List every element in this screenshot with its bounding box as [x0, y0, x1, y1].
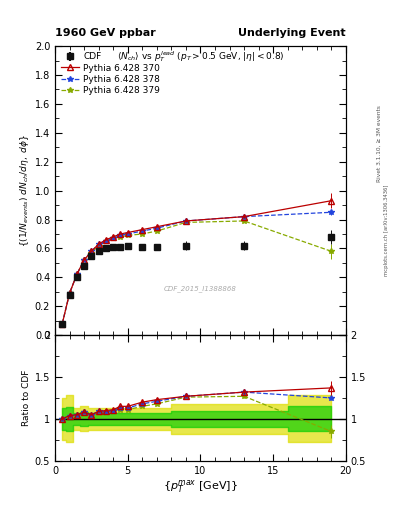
- Text: 1960 GeV ppbar: 1960 GeV ppbar: [55, 28, 156, 38]
- Legend: CDF, Pythia 6.428 370, Pythia 6.428 378, Pythia 6.428 379: CDF, Pythia 6.428 370, Pythia 6.428 378,…: [59, 51, 162, 97]
- Text: Underlying Event: Underlying Event: [238, 28, 346, 38]
- X-axis label: $\{p_T^{max}$ [GeV]$\}$: $\{p_T^{max}$ [GeV]$\}$: [163, 478, 238, 496]
- Text: CDF_2015_I1388868: CDF_2015_I1388868: [164, 285, 237, 292]
- Text: $\langle N_{ch}\rangle$ vs $p_T^{lead}$ ($p_T > 0.5$ GeV, $|\eta| < 0.8$): $\langle N_{ch}\rangle$ vs $p_T^{lead}$ …: [117, 49, 284, 64]
- Text: Rivet 3.1.10, ≥ 3M events: Rivet 3.1.10, ≥ 3M events: [377, 105, 382, 182]
- Y-axis label: Ratio to CDF: Ratio to CDF: [22, 370, 31, 426]
- Text: mcplots.cern.ch [arXiv:1306.3436]: mcplots.cern.ch [arXiv:1306.3436]: [384, 185, 389, 276]
- Y-axis label: $\{(1/N_{events})\ dN_{ch}/d\eta,\ d\phi\}$: $\{(1/N_{events})\ dN_{ch}/d\eta,\ d\phi…: [18, 134, 31, 247]
